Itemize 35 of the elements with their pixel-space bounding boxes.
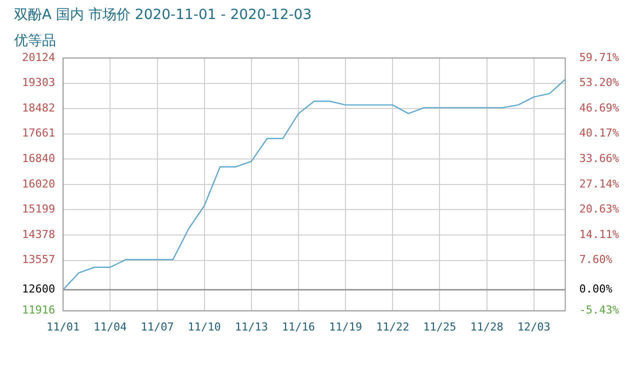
y2-tick-label: 7.60%	[579, 253, 613, 266]
y2-tick-label: -5.43%	[579, 304, 620, 317]
y-tick-label: 20124	[22, 50, 56, 64]
x-tick-label: 11/22	[376, 320, 410, 334]
y-tick-label: 15199	[22, 202, 56, 216]
x-tick-label: 11/13	[234, 320, 268, 334]
chart-subtitle: 优等品	[14, 32, 56, 50]
y2-tick-label: 46.69%	[579, 101, 620, 114]
x-tick-label: 11/07	[140, 320, 174, 334]
y-tick-label: 14378	[22, 228, 56, 241]
y2-tick-label: 14.11%	[579, 228, 620, 241]
y2-tick-label: 0.00%	[579, 282, 613, 296]
x-tick-label: 11/04	[94, 320, 128, 334]
y2-tick-label: 53.20%	[579, 76, 620, 90]
y-tick-label: 18482	[22, 101, 56, 114]
y-tick-label: 19303	[22, 76, 56, 90]
x-tick-label: 12/03	[517, 320, 550, 334]
y2-tick-label: 20.63%	[579, 202, 620, 216]
x-tick-label: 11/16	[282, 320, 316, 334]
y2-tick-label: 40.17%	[579, 126, 620, 140]
y2-tick-label: 27.14%	[579, 177, 620, 190]
y-tick-label: 11916	[22, 304, 56, 317]
y-tick-label: 12600	[22, 282, 56, 296]
x-tick-label: 11/28	[470, 320, 504, 334]
x-tick-label: 11/19	[329, 320, 362, 334]
y-tick-label: 16020	[22, 177, 56, 190]
x-tick-label: 11/10	[188, 320, 221, 334]
y2-tick-label: 33.66%	[579, 152, 620, 165]
y2-tick-label: 59.71%	[579, 50, 620, 64]
x-tick-label: 11/01	[46, 320, 80, 334]
y-tick-label: 16840	[22, 152, 56, 166]
chart-title: 双酚A 国内 市场价 2020-11-01 - 2020-12-03	[14, 6, 312, 24]
x-tick-label: 11/25	[423, 320, 456, 334]
y-tick-label: 17661	[22, 126, 56, 140]
y-tick-label: 13557	[22, 253, 56, 266]
